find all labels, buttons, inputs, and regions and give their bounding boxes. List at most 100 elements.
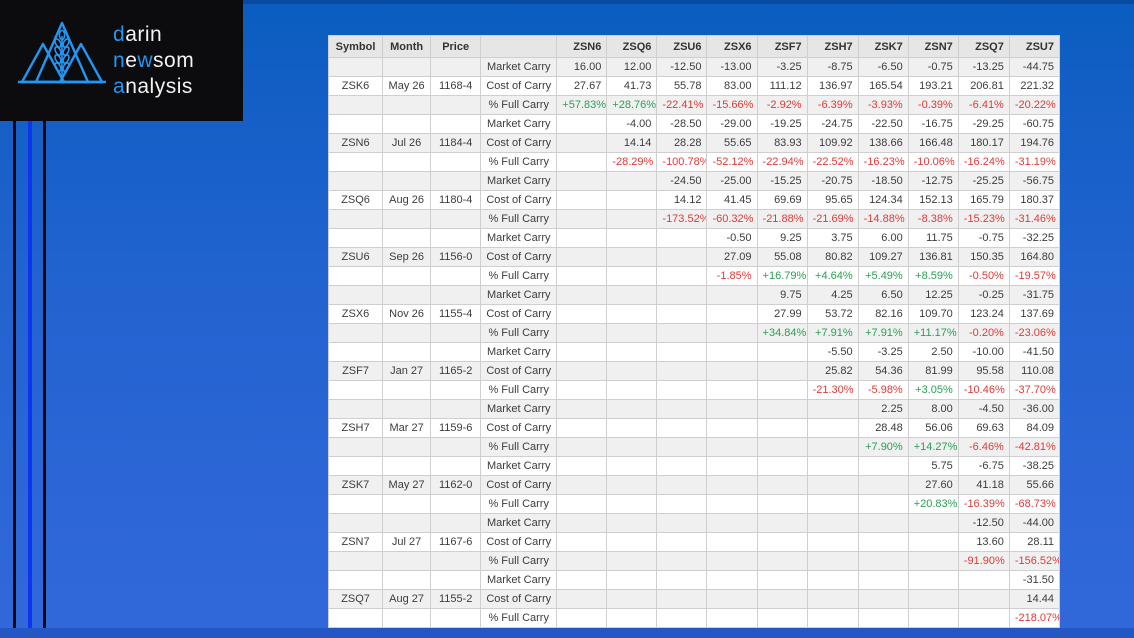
value-cell	[606, 228, 658, 248]
value-cell	[606, 171, 658, 191]
month-cell	[382, 513, 432, 533]
value-cell	[556, 361, 608, 381]
value-cell	[806, 437, 859, 457]
value-cell: -4.50	[957, 399, 1010, 419]
value-cell: 55.66	[1008, 475, 1061, 495]
value-cell: 109.70	[907, 304, 959, 324]
value-cell: 5.75	[907, 456, 959, 476]
month-cell: Aug 26	[382, 190, 432, 210]
row-label-cell: Market Carry	[480, 513, 558, 533]
carry-table: Symbol Month Price ZSN6 ZSQ6 ZSU6 ZSX6 ZSF7 ZSH7…	[327, 35, 1061, 628]
value-cell: 83.00	[706, 76, 758, 96]
table-row: % Full Carry -218.07%	[327, 608, 1061, 628]
month-cell: Mar 27	[382, 418, 432, 438]
value-cell: -24.50	[656, 171, 708, 191]
month-cell	[382, 95, 432, 115]
price-cell: 1159-6	[430, 418, 482, 438]
price-cell	[430, 513, 482, 533]
value-cell	[706, 532, 758, 552]
value-cell: 55.78	[656, 76, 708, 96]
value-cell	[606, 570, 658, 590]
value-cell	[606, 589, 658, 609]
price-cell: 1162-0	[430, 475, 482, 495]
value-cell: 193.21	[907, 76, 959, 96]
row-label-cell: % Full Carry	[480, 152, 558, 172]
price-cell: 1180-4	[430, 190, 482, 210]
price-cell	[430, 494, 482, 514]
value-cell	[706, 437, 758, 457]
value-cell: 8.00	[907, 399, 959, 419]
value-cell	[706, 513, 758, 533]
symbol-cell	[327, 570, 384, 590]
value-cell	[556, 399, 608, 419]
value-cell: 14.12	[656, 190, 708, 210]
value-cell: -2.92%	[756, 95, 808, 115]
table-row: Market Carry 16.00 12.00 -12.50 -13.00 -3.25-…	[327, 57, 1061, 77]
value-cell	[556, 570, 608, 590]
value-cell	[556, 437, 608, 457]
value-cell: 9.75	[756, 285, 808, 305]
value-cell	[606, 342, 658, 362]
value-cell: 152.13	[907, 190, 959, 210]
table-row: % Full Carry +7.90% +14.27% -6.46% -42.81%	[327, 437, 1061, 457]
price-cell: 1167-6	[430, 532, 482, 552]
table-row: Market Carry -0.50 9.25 3.75 6.00 11.75 -0.75-…	[327, 228, 1061, 248]
value-cell: -15.23%	[957, 209, 1010, 229]
value-cell: -19.57%	[1008, 266, 1061, 286]
value-cell	[706, 380, 758, 400]
symbol-cell	[327, 342, 384, 362]
value-cell	[756, 361, 808, 381]
price-cell	[430, 437, 482, 457]
value-cell	[556, 266, 608, 286]
symbol-cell: ZSQ7	[327, 589, 384, 609]
value-cell: 136.81	[907, 247, 959, 267]
value-cell: -12.50	[957, 513, 1010, 533]
row-label-cell: Market Carry	[480, 342, 558, 362]
value-cell: -22.41%	[656, 95, 708, 115]
month-cell	[382, 323, 432, 343]
row-label-cell: Cost of Carry	[480, 361, 558, 381]
row-label-cell: Cost of Carry	[480, 589, 558, 609]
month-cell	[382, 285, 432, 305]
value-cell	[656, 456, 708, 476]
symbol-cell	[327, 399, 384, 419]
value-cell	[556, 209, 608, 229]
month-cell	[382, 437, 432, 457]
value-cell: -22.50	[857, 114, 909, 134]
table-row: Market Carry -31.50	[327, 570, 1061, 590]
mountain-wheat-logo-icon	[18, 21, 106, 84]
table-row: % Full Carry +57.83% +28.76% -22.41% -15.66%…	[327, 95, 1061, 115]
value-cell	[606, 361, 658, 381]
value-cell: -16.24%	[957, 152, 1010, 172]
row-label-cell: Market Carry	[480, 57, 558, 77]
value-cell	[606, 513, 658, 533]
price-cell: 1156-0	[430, 247, 482, 267]
value-cell: 111.12	[756, 76, 808, 96]
row-label-cell: % Full Carry	[480, 608, 558, 628]
value-cell: 95.65	[806, 190, 859, 210]
value-cell	[907, 513, 959, 533]
value-cell: -14.88%	[857, 209, 909, 229]
value-cell	[706, 589, 758, 609]
symbol-cell	[327, 513, 384, 533]
value-cell: 28.11	[1008, 532, 1061, 552]
value-cell: 41.18	[957, 475, 1010, 495]
column-header-symbol: Symbol	[327, 35, 384, 58]
value-cell: -25.00	[706, 171, 758, 191]
value-cell: -5.50	[806, 342, 859, 362]
row-label-cell: Market Carry	[480, 228, 558, 248]
value-cell	[606, 608, 658, 628]
value-cell: 55.65	[706, 133, 758, 153]
value-cell	[706, 361, 758, 381]
value-cell: -22.94%	[756, 152, 808, 172]
value-cell: +7.91%	[806, 323, 859, 343]
value-cell	[656, 342, 708, 362]
value-cell: -31.50	[1008, 570, 1061, 590]
value-cell	[556, 494, 608, 514]
value-cell: -68.73%	[1008, 494, 1061, 514]
symbol-cell: ZSK6	[327, 76, 384, 96]
value-cell: 137.69	[1008, 304, 1061, 324]
value-cell: -16.75	[907, 114, 959, 134]
value-cell: 54.36	[857, 361, 909, 381]
value-cell: 110.08	[1008, 361, 1061, 381]
